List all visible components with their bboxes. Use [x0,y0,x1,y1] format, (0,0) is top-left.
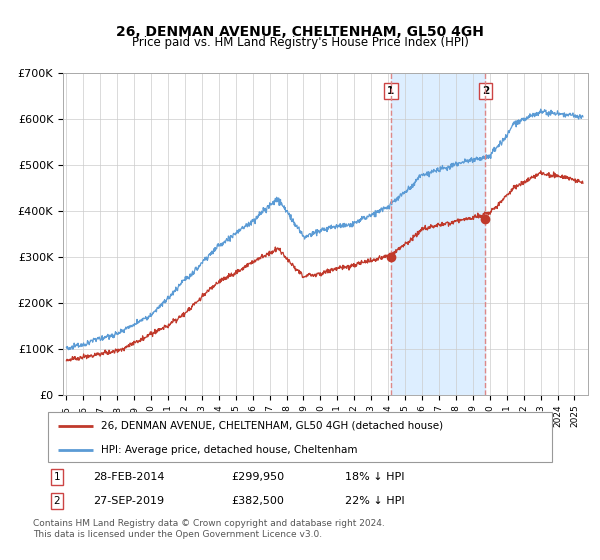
Text: 26, DENMAN AVENUE, CHELTENHAM, GL50 4GH (detached house): 26, DENMAN AVENUE, CHELTENHAM, GL50 4GH … [101,421,443,431]
Text: 28-FEB-2014: 28-FEB-2014 [93,472,164,482]
Text: £299,950: £299,950 [231,472,284,482]
Text: 22% ↓ HPI: 22% ↓ HPI [345,496,404,506]
FancyBboxPatch shape [48,412,552,462]
Text: 1: 1 [53,472,61,482]
Text: 26, DENMAN AVENUE, CHELTENHAM, GL50 4GH: 26, DENMAN AVENUE, CHELTENHAM, GL50 4GH [116,25,484,39]
Text: 1: 1 [387,86,394,96]
Text: 18% ↓ HPI: 18% ↓ HPI [345,472,404,482]
Text: HPI: Average price, detached house, Cheltenham: HPI: Average price, detached house, Chel… [101,445,358,455]
Text: £382,500: £382,500 [231,496,284,506]
Bar [391,73,485,395]
Text: 2: 2 [482,86,489,96]
Text: 27-SEP-2019: 27-SEP-2019 [93,496,164,506]
Text: Price paid vs. HM Land Registry's House Price Index (HPI): Price paid vs. HM Land Registry's House … [131,36,469,49]
Text: Contains HM Land Registry data © Crown copyright and database right 2024.
This d: Contains HM Land Registry data © Crown c… [33,520,385,539]
Text: 2: 2 [53,496,61,506]
